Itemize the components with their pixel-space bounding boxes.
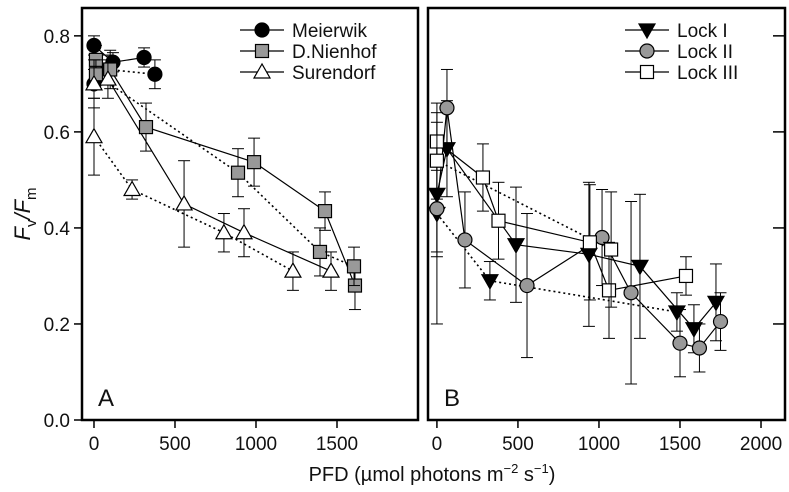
legend-label: Surendorf bbox=[292, 63, 376, 84]
marker bbox=[246, 155, 262, 170]
y-axis-label-part: m bbox=[23, 187, 40, 200]
y-tick-label: 0.6 bbox=[44, 123, 70, 144]
x-tick-label: 500 bbox=[159, 434, 191, 455]
marker bbox=[672, 335, 688, 351]
marker bbox=[491, 213, 506, 228]
marker bbox=[254, 22, 270, 38]
x-axis-label-part: ) bbox=[549, 464, 556, 486]
x-axis-label-part: s bbox=[518, 464, 534, 486]
y-tick-label: 0.4 bbox=[44, 219, 71, 240]
marker bbox=[346, 259, 362, 274]
y-tick-label: 0.2 bbox=[44, 315, 70, 336]
marker bbox=[457, 232, 473, 248]
marker bbox=[429, 153, 445, 168]
marker bbox=[519, 277, 535, 294]
y-axis-label-part: /F bbox=[10, 198, 35, 221]
marker bbox=[639, 64, 655, 80]
plot-frame bbox=[426, 6, 787, 422]
marker bbox=[439, 100, 455, 116]
panel-label: B bbox=[444, 385, 460, 412]
series-line bbox=[93, 136, 294, 272]
marker bbox=[84, 74, 104, 91]
y-tick-label: 0.0 bbox=[44, 411, 70, 432]
plot-frame bbox=[80, 6, 420, 422]
marker bbox=[678, 268, 694, 284]
marker bbox=[123, 180, 142, 197]
y-axis-label-part: v bbox=[23, 219, 40, 227]
marker bbox=[639, 43, 655, 59]
marker bbox=[214, 223, 233, 240]
marker bbox=[230, 165, 246, 180]
marker bbox=[136, 49, 152, 66]
marker bbox=[706, 295, 725, 312]
x-tick-label: 0 bbox=[89, 434, 100, 455]
x-tick-label: 2000 bbox=[740, 434, 782, 455]
marker bbox=[630, 259, 649, 276]
marker bbox=[252, 62, 272, 79]
x-axis-label-part: −2 bbox=[504, 461, 519, 476]
y-tick-label: 0.8 bbox=[44, 27, 70, 48]
legend-label: Lock I bbox=[677, 21, 728, 42]
series-line bbox=[436, 141, 687, 292]
x-tick-label: 1500 bbox=[316, 434, 358, 455]
series-line bbox=[93, 78, 332, 272]
marker bbox=[637, 23, 657, 40]
panel-label: A bbox=[98, 385, 114, 412]
marker bbox=[480, 274, 499, 290]
marker bbox=[317, 204, 333, 219]
marker bbox=[175, 194, 194, 211]
marker bbox=[84, 127, 104, 144]
legend-label: Meierwik bbox=[292, 21, 367, 42]
marker bbox=[138, 119, 154, 135]
marker bbox=[604, 242, 619, 257]
series-line bbox=[95, 73, 355, 268]
x-tick-label: 1000 bbox=[235, 434, 277, 455]
x-axis-label: PFD (µmol photons m−2 s−1) bbox=[309, 461, 556, 486]
marker bbox=[623, 285, 639, 301]
marker bbox=[601, 283, 617, 298]
marker bbox=[312, 244, 328, 260]
x-tick-label: 1500 bbox=[659, 434, 701, 455]
marker bbox=[147, 66, 163, 82]
marker bbox=[475, 170, 491, 185]
marker bbox=[684, 322, 703, 338]
y-axis-label: Fv/Fm bbox=[10, 187, 40, 240]
x-tick-label: 0 bbox=[432, 434, 443, 455]
marker bbox=[283, 261, 302, 278]
x-tick-label: 1000 bbox=[578, 434, 620, 455]
x-axis-label-part: −1 bbox=[534, 461, 549, 476]
marker bbox=[691, 340, 708, 356]
marker bbox=[98, 69, 117, 86]
x-axis-label-part: PFD (µmol photons m bbox=[309, 464, 504, 486]
marker bbox=[234, 223, 254, 240]
legend-label: Lock III bbox=[677, 63, 738, 84]
marker bbox=[667, 305, 686, 322]
marker bbox=[254, 43, 270, 59]
marker bbox=[506, 238, 526, 254]
legend-label: Lock II bbox=[677, 42, 733, 63]
legend-label: D.Nienhof bbox=[292, 42, 377, 63]
marker bbox=[712, 313, 729, 330]
marker bbox=[582, 235, 597, 250]
marker bbox=[321, 261, 341, 278]
y-axis-label-part: F bbox=[10, 226, 35, 241]
x-tick-label: 500 bbox=[502, 434, 534, 455]
marker bbox=[429, 201, 445, 217]
